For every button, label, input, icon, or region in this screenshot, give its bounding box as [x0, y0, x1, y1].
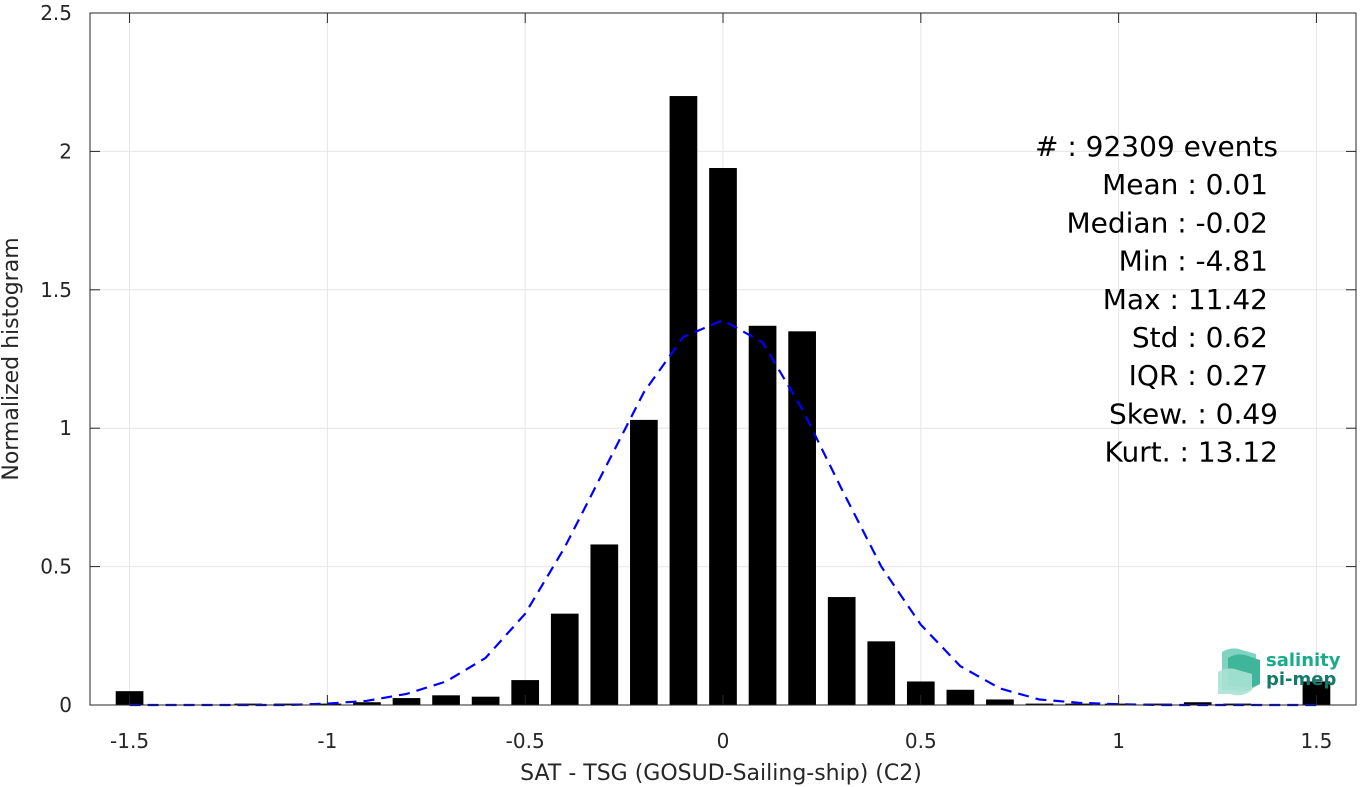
histogram-bar [906, 681, 935, 705]
logo-line1: salinity [1266, 650, 1341, 671]
histogram-bar [353, 702, 381, 705]
histogram-bar [748, 325, 777, 705]
histogram-bar [1183, 702, 1212, 705]
x-tick-label: 1 [1112, 729, 1125, 753]
y-axis-label: Normalized histogram [0, 237, 24, 480]
y-tick-label: 2 [59, 139, 72, 163]
histogram-bar [1144, 703, 1173, 705]
stat-line: # : 92309 events [1035, 130, 1278, 163]
histogram-bar [946, 689, 975, 705]
salinity-pi-mep-logo: salinity pi-mep [1218, 648, 1341, 696]
x-axis-label: SAT - TSG (GOSUD-Sailing-ship) (C2) [520, 761, 922, 786]
logo-wave-icon [1218, 648, 1260, 696]
histogram-bar [392, 698, 421, 705]
x-tick-label: -1.5 [110, 729, 149, 753]
y-axis-ticks: 0 0.5 1 1.5 2 2.5 [40, 1, 1356, 717]
x-tick-label: -1 [317, 729, 337, 753]
x-tick-label: -0.5 [506, 729, 545, 753]
histogram-bar [1025, 703, 1054, 705]
x-tick-label: 1.5 [1301, 729, 1333, 753]
stat-line: Mean : 0.01 [1102, 168, 1268, 201]
histogram-bar [432, 695, 460, 705]
stat-line: Kurt. : 13.12 [1105, 436, 1279, 469]
y-tick-label: 0 [59, 693, 72, 717]
stat-line: Std : 0.62 [1132, 321, 1268, 354]
stat-line: Median : -0.02 [1066, 206, 1268, 239]
histogram-bars [115, 96, 1331, 706]
histogram-bar [867, 641, 896, 705]
histogram-bar [273, 703, 302, 705]
stat-line: Skew. : 0.49 [1109, 397, 1278, 430]
stat-line: IQR : 0.27 [1129, 359, 1268, 392]
histogram-bar [590, 544, 619, 705]
x-tick-label: 0 [717, 729, 730, 753]
x-tick-label: 0.5 [905, 729, 937, 753]
stat-line: Max : 11.42 [1103, 283, 1268, 316]
y-tick-label: 1 [59, 416, 72, 440]
histogram-bar [669, 96, 698, 706]
histogram-bar [986, 699, 1014, 705]
histogram-bar [471, 696, 500, 705]
histogram-bar [630, 419, 658, 705]
statistics-annotation: # : 92309 events Mean : 0.01 Median : -0.0… [1035, 130, 1278, 469]
x-axis-ticks: -1.5 -1 -0.5 0 0.5 1 1.5 [110, 13, 1332, 753]
logo-line2: pi-mep [1266, 669, 1336, 690]
histogram-bar [709, 168, 737, 705]
stat-line: Min : -4.81 [1119, 245, 1268, 278]
y-tick-label: 2.5 [40, 1, 72, 25]
histogram-bar [1302, 681, 1331, 705]
histogram-bar [550, 613, 579, 705]
histogram-bar [827, 597, 856, 705]
histogram-bar [788, 331, 816, 705]
y-tick-label: 1.5 [40, 278, 72, 302]
y-tick-label: 0.5 [40, 555, 72, 579]
histogram-bar [1065, 703, 1093, 705]
